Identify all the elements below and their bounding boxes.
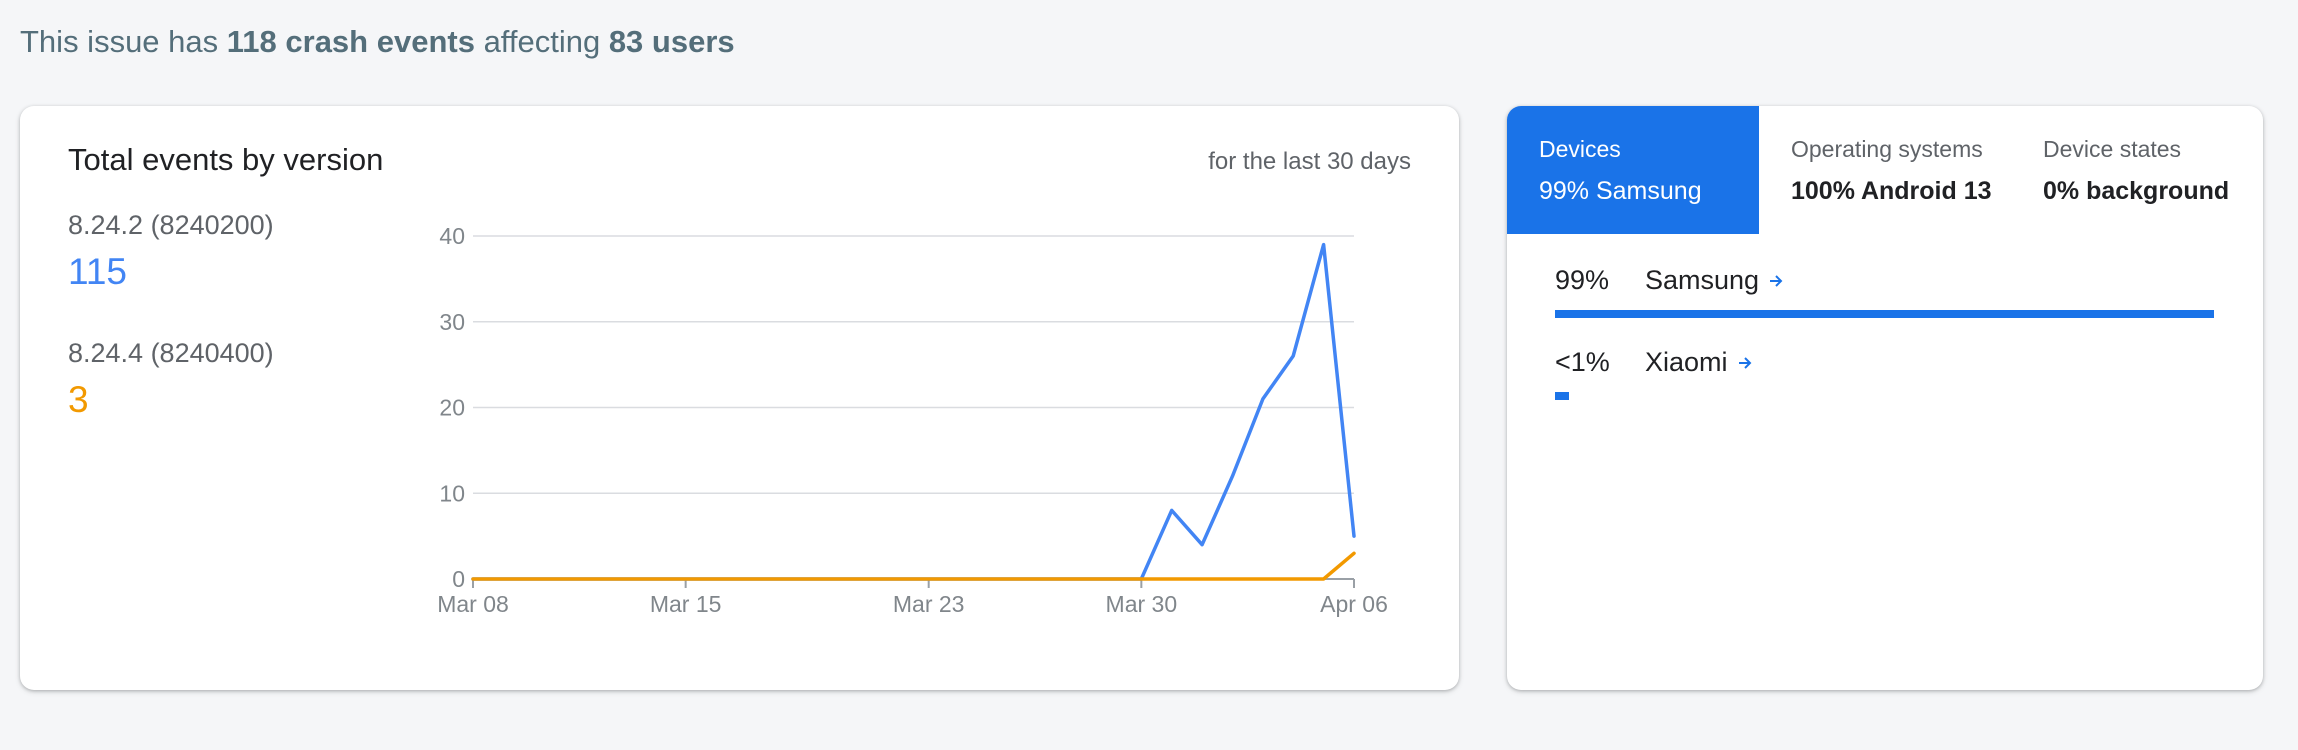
x-tick-label: Mar 08 <box>437 591 509 617</box>
tab-operating-systems[interactable]: Operating systems 100% Android 13 <box>1759 106 2011 234</box>
device-share-bar <box>1555 392 2215 400</box>
device-name: Samsung <box>1645 264 1760 295</box>
events-line-chart: 0 10 20 30 40 Mar 08 Mar 15 Mar 23 Mar 30 Apr 06 <box>437 223 1388 617</box>
time-range-label: for the last 30 days <box>1208 148 1411 175</box>
y-tick-label: 20 <box>439 395 465 421</box>
y-tick-label: 0 <box>452 566 465 592</box>
device-name: Xiaomi <box>1645 346 1728 377</box>
device-share-bar-fill <box>1555 392 1569 400</box>
version-name: 8.24.4 (8240400) <box>68 338 274 368</box>
events-by-version-card: 0 10 20 30 40 Mar 08 Mar 15 Mar 23 Mar 30 Apr 06 … <box>20 106 1459 690</box>
x-tick-label: Mar 15 <box>650 591 722 617</box>
arrow-right-icon <box>1738 357 1751 370</box>
tab-label: Device states <box>2043 136 2182 162</box>
affected-users-count: 83 users <box>608 24 735 59</box>
tab-value: 99% Samsung <box>1539 177 1702 205</box>
breakdown-tabs: Devices 99% Samsung Operating systems 10… <box>1507 106 2263 234</box>
summary-prefix: This issue has <box>20 24 227 59</box>
series-line <box>471 551 1356 581</box>
device-share-bar <box>1555 310 2215 318</box>
version-entry: 8.24.4 (8240400) 3 <box>68 338 274 421</box>
device-share-pct: <1% <box>1555 346 1610 377</box>
device-link-xiaomi[interactable]: Xiaomi <box>1645 347 1754 378</box>
tab-value: 100% Android 13 <box>1791 177 1992 205</box>
tab-label: Devices <box>1539 136 1621 162</box>
tab-label: Operating systems <box>1791 136 1983 162</box>
crash-events-count: 118 crash events <box>226 24 475 59</box>
device-row-samsung: 99% Samsung <box>1555 262 2215 318</box>
series-line <box>471 242 1356 581</box>
device-share-pct: 99% <box>1555 264 1610 295</box>
tab-value: 0% background <box>2043 177 2230 205</box>
device-share-bar-fill <box>1555 310 2214 318</box>
version-event-count: 3 <box>68 379 89 420</box>
device-link-samsung[interactable]: Samsung <box>1645 265 1785 296</box>
x-tick-label: Mar 23 <box>893 591 965 617</box>
tab-devices[interactable]: Devices 99% Samsung <box>1507 106 1759 234</box>
x-tick-label: Apr 06 <box>1320 591 1388 617</box>
y-tick-label: 40 <box>439 223 465 249</box>
issue-summary: This issue has 118 crash events affectin… <box>20 24 735 60</box>
arrow-right-icon <box>1770 275 1783 288</box>
x-tick-label: Mar 30 <box>1106 591 1178 617</box>
device-row-xiaomi: <1% Xiaomi <box>1555 344 2215 400</box>
tab-device-states[interactable]: Device states 0% background <box>2011 106 2263 234</box>
version-event-count: 115 <box>68 251 127 292</box>
breakdown-card: Devices 99% Samsung Operating systems 10… <box>1507 106 2263 690</box>
version-name: 8.24.2 (8240200) <box>68 210 274 240</box>
y-tick-label: 30 <box>439 309 465 335</box>
version-entry: 8.24.2 (8240200) 115 <box>68 210 274 293</box>
card-title: Total events by version <box>68 142 384 177</box>
y-tick-label: 10 <box>439 480 465 506</box>
summary-middle: affecting <box>474 24 609 59</box>
